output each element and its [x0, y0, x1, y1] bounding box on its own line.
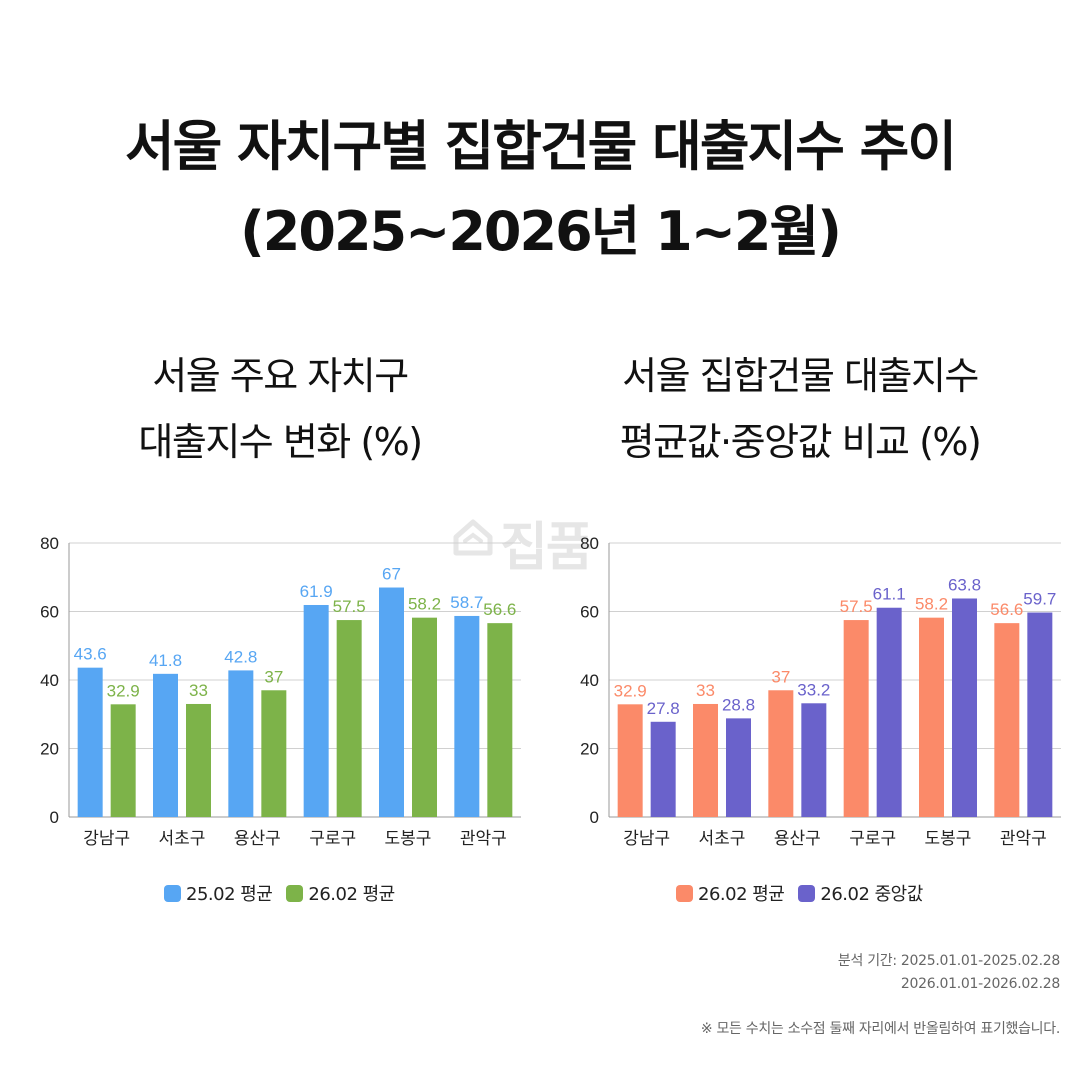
bar: [650, 721, 676, 817]
y-tick-label: 80: [580, 534, 599, 553]
x-tick-label: 용산구: [774, 829, 821, 849]
chart1-legend: 25.02 평균 26.02 평균: [164, 880, 395, 906]
y-tick-label: 60: [40, 603, 59, 622]
data-label: 37: [264, 667, 283, 686]
bar: [843, 620, 869, 817]
bar: [952, 598, 977, 817]
data-label: 41.8: [149, 651, 182, 670]
bar: [876, 607, 902, 817]
x-tick-label: 관악구: [1000, 829, 1047, 849]
bar: [454, 615, 480, 817]
chart-left: 0 20 40 60 80 강남구 43.632.9 서초구 41.8 33 용산구 42.8 37 구로…: [40, 534, 521, 849]
data-label: 63.8: [948, 575, 981, 594]
y-tick-label: 40: [580, 671, 599, 690]
data-label: 32.9: [107, 681, 140, 700]
y-tick-label: 60: [580, 603, 599, 622]
data-label: 32.9: [614, 681, 647, 700]
data-label: 58.2: [915, 595, 948, 614]
y-tick-label: 0: [590, 808, 599, 827]
data-label: 58.7: [450, 593, 483, 612]
data-label: 59.7: [1023, 590, 1056, 609]
chart1-title-line1: 서울 주요 자치구: [152, 354, 409, 398]
y-tick-label: 20: [40, 740, 59, 759]
legend-item-2502-avg: 25.02 평균: [164, 880, 273, 906]
data-label: 37: [771, 667, 790, 686]
data-label: 61.1: [873, 585, 906, 604]
y-tick-label: 40: [40, 671, 59, 690]
bar: [110, 704, 136, 817]
x-tick-label: 서초구: [699, 829, 746, 849]
bar: [693, 703, 718, 817]
bar: [487, 623, 513, 817]
bar: [379, 587, 404, 817]
bar: [726, 718, 751, 817]
bar: [153, 673, 178, 817]
data-label: 33: [696, 681, 715, 700]
x-tick-label: 서초구: [159, 829, 206, 849]
bar: [77, 667, 103, 817]
chart-right: 0 20 40 60 80 강남구 32.927.8 서초구 33 28.8 용산구 37 33.2 구로…: [580, 534, 1061, 849]
legend-label: 26.02 평균: [698, 884, 785, 905]
x-tick-label: 강남구: [623, 829, 670, 849]
legend-item-2602-avg: 26.02 평균: [676, 880, 785, 906]
chart2-title-line2: 평균값·중앙값 비교 (%): [619, 420, 982, 464]
x-tick-label: 구로구: [309, 829, 356, 849]
chart2-title-line1: 서울 집합건물 대출지수: [622, 354, 979, 398]
x-tick-label: 용산구: [234, 829, 281, 849]
x-tick-label: 구로구: [849, 829, 896, 849]
bar: [412, 617, 437, 817]
x-tick-label: 도봉구: [925, 829, 972, 849]
legend-label: 25.02 평균: [186, 884, 273, 905]
y-tick-label: 20: [580, 740, 599, 759]
bar: [768, 690, 794, 817]
data-label: 57.5: [840, 597, 873, 616]
page-subtitle: (2025~2026년 1~2월): [240, 200, 842, 263]
bar: [801, 703, 827, 817]
data-label: 61.9: [300, 582, 333, 601]
bar: [919, 617, 944, 817]
legend-item-2602-avg: 26.02 평균: [286, 880, 395, 906]
analysis-period-line2: 2026.01.01-2026.02.28: [900, 976, 1060, 992]
analysis-period-line1: 분석 기간: 2025.01.01-2025.02.28: [837, 953, 1060, 969]
legend-label: 26.02 중앙값: [820, 884, 923, 905]
legend-swatch: [798, 884, 816, 902]
y-tick-label: 80: [40, 534, 59, 553]
x-tick-label: 도봉구: [385, 829, 432, 849]
logo-house-icon: [453, 519, 493, 556]
data-label: 27.8: [647, 699, 680, 718]
watermark-logo: 집품: [500, 518, 594, 578]
chart1-title-line2: 대출지수 변화 (%): [138, 420, 423, 464]
data-label: 43.6: [74, 645, 107, 664]
bar: [228, 670, 254, 817]
x-tick-label: 관악구: [460, 829, 507, 849]
data-label: 56.6: [990, 600, 1023, 619]
data-label: 28.8: [722, 695, 755, 714]
bar: [303, 604, 329, 817]
data-label: 56.6: [483, 600, 516, 619]
bar: [617, 704, 643, 817]
rounding-note: ※ 모든 수치는 소수점 둘째 자리에서 반올림하여 표기했습니다.: [700, 1021, 1060, 1037]
bar: [186, 703, 211, 817]
y-tick-label: 0: [50, 808, 59, 827]
bar: [1027, 612, 1053, 817]
legend-swatch: [286, 884, 304, 902]
bar: [994, 623, 1020, 817]
data-label: 58.2: [408, 595, 441, 614]
chart2-legend: 26.02 평균 26.02 중앙값: [676, 880, 923, 906]
data-label: 42.8: [224, 647, 257, 666]
bar: [336, 620, 362, 817]
x-tick-label: 강남구: [83, 829, 130, 849]
legend-swatch: [676, 884, 693, 902]
page-title: 서울 자치구별 집합건물 대출지수 추이: [124, 115, 957, 178]
data-label: 33: [189, 681, 208, 700]
bar: [261, 690, 287, 817]
legend-swatch: [164, 884, 181, 902]
data-label: 67: [382, 565, 401, 584]
legend-item-2602-median: 26.02 중앙값: [798, 880, 923, 906]
data-label: 57.5: [333, 597, 366, 616]
legend-label: 26.02 평균: [308, 884, 395, 905]
data-label: 33.2: [797, 680, 830, 699]
